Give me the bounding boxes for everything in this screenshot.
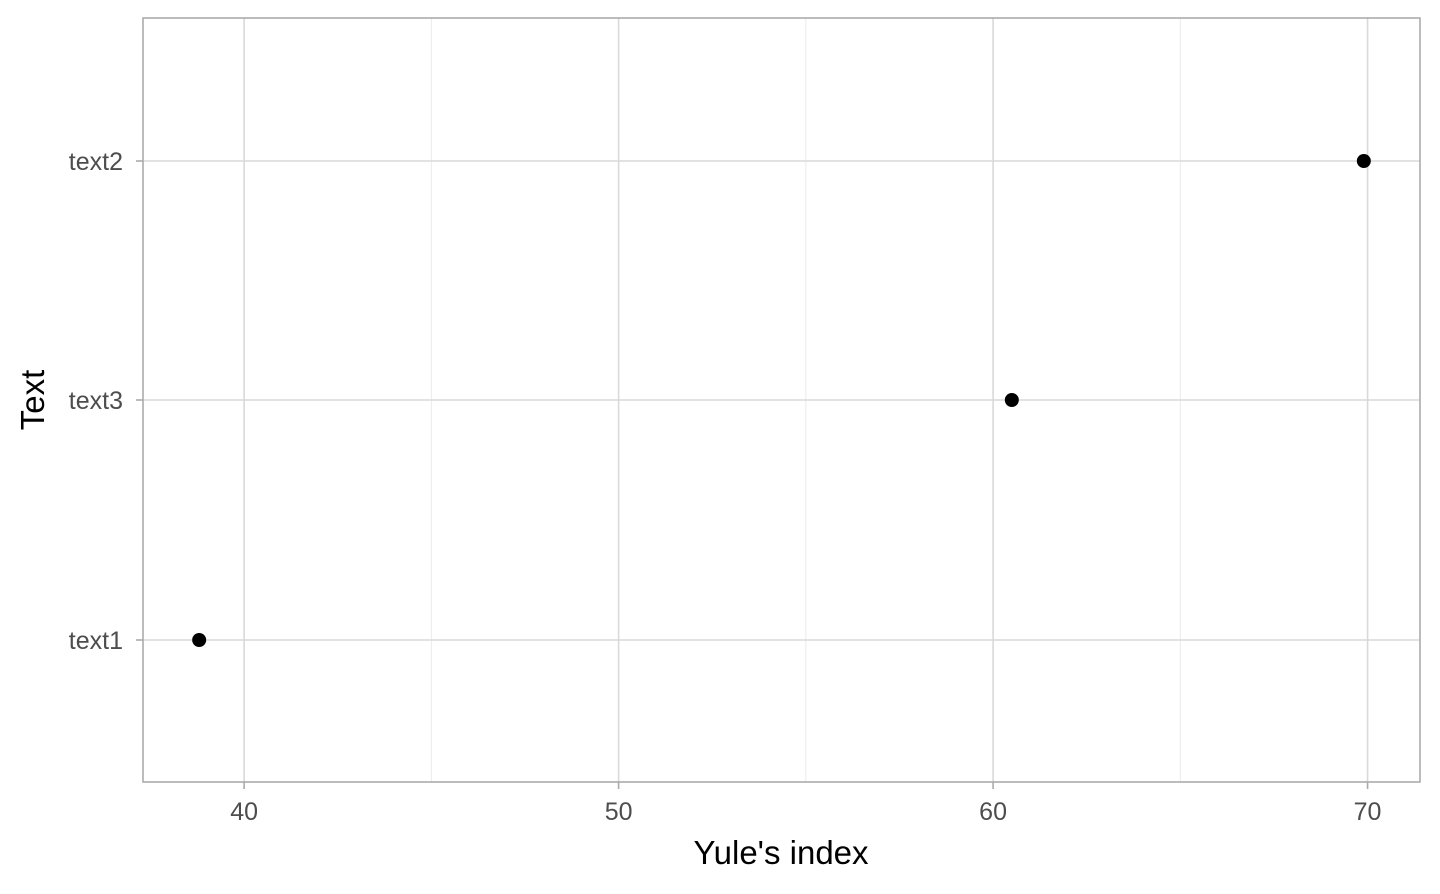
y-axis-title: Text xyxy=(14,370,51,431)
x-tick-label: 60 xyxy=(979,798,1007,826)
point-text3 xyxy=(1004,393,1019,407)
x-tick-label: 70 xyxy=(1354,798,1382,826)
x-tick-labels: 40 50 60 70 xyxy=(230,798,1381,826)
point-text1 xyxy=(192,633,207,647)
x-tick-label: 40 xyxy=(230,798,258,826)
point-text2 xyxy=(1356,154,1371,168)
x-axis-title: Yule's index xyxy=(693,834,869,871)
x-tick-label: 50 xyxy=(605,798,633,826)
y-tick-label: text2 xyxy=(69,148,123,176)
data-points xyxy=(192,154,1371,647)
y-tick-labels: text1 text3 text2 xyxy=(69,148,123,655)
major-gridlines xyxy=(143,18,1420,782)
axis-ticks xyxy=(136,160,1369,789)
y-tick-label: text3 xyxy=(69,387,123,415)
y-tick-label: text1 xyxy=(69,627,123,655)
